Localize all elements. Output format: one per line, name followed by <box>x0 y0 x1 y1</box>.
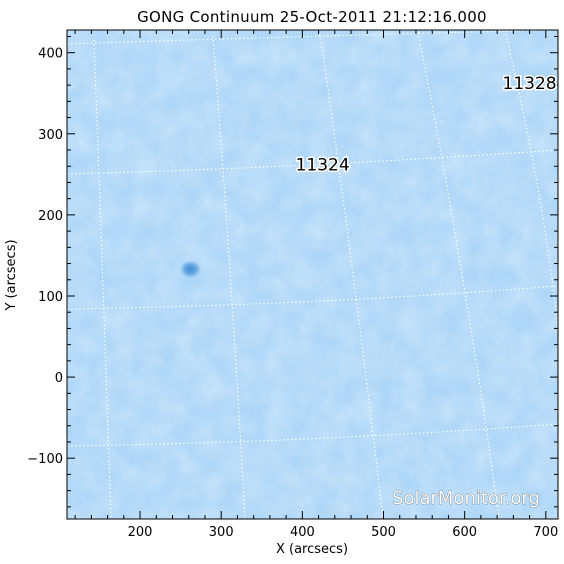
watermark: SolarMonitor.org <box>392 488 540 509</box>
solar-image <box>67 30 558 519</box>
y-tick-label: −100 <box>27 452 63 467</box>
x-axis: 200 300 400 500 600 700 <box>74 30 558 540</box>
plot-frame <box>66 29 559 520</box>
y-tick-label: 100 <box>38 290 63 305</box>
region-label: 11328 <box>503 74 557 94</box>
y-tick-label: 300 <box>38 128 63 143</box>
grid-line <box>93 39 112 519</box>
region-label: 11324 <box>296 155 350 175</box>
y-tick-label: 0 <box>55 371 63 386</box>
x-tick-label: 500 <box>371 525 396 540</box>
grid-line <box>504 30 558 331</box>
x-tick-label: 300 <box>209 525 234 540</box>
sunspot <box>178 259 203 280</box>
region-labels: 11324 11328 <box>294 73 558 177</box>
y-axis-label: Y (arcsecs) <box>4 239 19 311</box>
x-tick-label: 200 <box>128 525 153 540</box>
x-tick-label: 700 <box>533 525 558 540</box>
grid-line <box>417 31 500 519</box>
grid-line <box>67 423 558 447</box>
grid-line <box>67 149 558 175</box>
y-axis: −100 0 100 200 300 400 <box>27 35 558 508</box>
grid-line <box>67 30 558 45</box>
y-tick-label: 200 <box>38 209 63 224</box>
grid-line <box>319 33 384 519</box>
x-tick-label: 600 <box>452 525 477 540</box>
y-tick-label: 400 <box>38 47 63 62</box>
x-axis-label: X (arcsecs) <box>276 542 348 557</box>
grid-line <box>67 285 558 310</box>
chart-title: GONG Continuum 25-Oct-2011 21:12:16.000 <box>137 8 487 26</box>
heliographic-grid <box>67 30 558 519</box>
x-tick-label: 400 <box>290 525 315 540</box>
granulation-texture <box>67 30 558 519</box>
